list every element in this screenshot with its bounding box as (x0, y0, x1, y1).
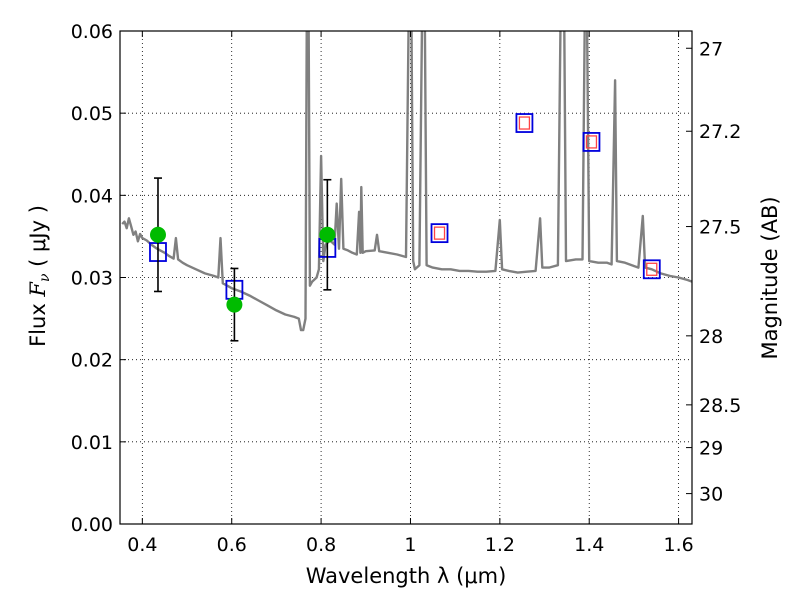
y-tick-label: 0.01 (71, 432, 113, 454)
grid-lines (120, 30, 692, 525)
model-band-square (642, 259, 661, 280)
observed-flux-point (149, 226, 166, 243)
y-tick-label: 0.02 (71, 350, 113, 372)
x-tick-label: 0.6 (217, 534, 247, 556)
model-band-square (582, 132, 601, 152)
y-tick-label: 0.05 (71, 103, 113, 125)
tick-marks (120, 30, 692, 525)
y-tick-label: 0.06 (71, 21, 113, 43)
model-spectrum-line (121, 31, 692, 332)
observed-flux-point (226, 296, 243, 313)
x-tick-label: 0.4 (127, 534, 157, 556)
model-band-square (430, 223, 449, 244)
x-tick-label: 1.2 (485, 534, 515, 556)
x-tick-label: 1.4 (574, 534, 604, 556)
y-tick-label: 0.03 (71, 268, 113, 290)
tick-labels: 0.4 0.6 0.8 1 1.2 1.4 1.6 0.00 0.01 0.02 0.03 0.04 0… (71, 21, 742, 556)
ylabel-unit: ( μJy ) (26, 205, 50, 273)
magnitude-tick-label: 28.5 (699, 395, 741, 417)
x-tick-label: 1 (404, 534, 416, 556)
x-tick-label: 0.8 (306, 534, 336, 556)
plot-content (121, 31, 692, 342)
y-axis-label-left: Flux Fν ( μJy ) (26, 205, 53, 347)
plot-frame (119, 30, 693, 525)
model-band-inner-square (646, 262, 658, 276)
model-band-inner-square (433, 226, 446, 240)
ylabel-prefix: Flux (26, 297, 50, 347)
y-tick-label: 0.04 (71, 185, 113, 207)
model-band-inner-square (518, 116, 531, 130)
y-tick-label: 0.00 (71, 514, 113, 536)
x-axis-label: Wavelength λ (μm) (306, 564, 507, 588)
model-band-square (515, 113, 534, 133)
ylabel-var: F (26, 281, 50, 298)
magnitude-tick-label: 30 (699, 484, 723, 506)
x-tick-label: 1.6 (663, 534, 693, 556)
magnitude-tick-label: 27.5 (699, 217, 741, 239)
magnitude-tick-label: 27 (699, 38, 723, 60)
magnitude-tick-label: 29 (699, 438, 723, 460)
model-band-inner-square (585, 135, 598, 149)
ylabel-sub: ν (37, 273, 53, 282)
y-axis-label-right: Magnitude (AB) (758, 196, 782, 359)
observed-flux-point (319, 226, 336, 243)
magnitude-tick-label: 28 (699, 326, 723, 348)
magnitude-tick-label: 27.2 (699, 121, 741, 143)
